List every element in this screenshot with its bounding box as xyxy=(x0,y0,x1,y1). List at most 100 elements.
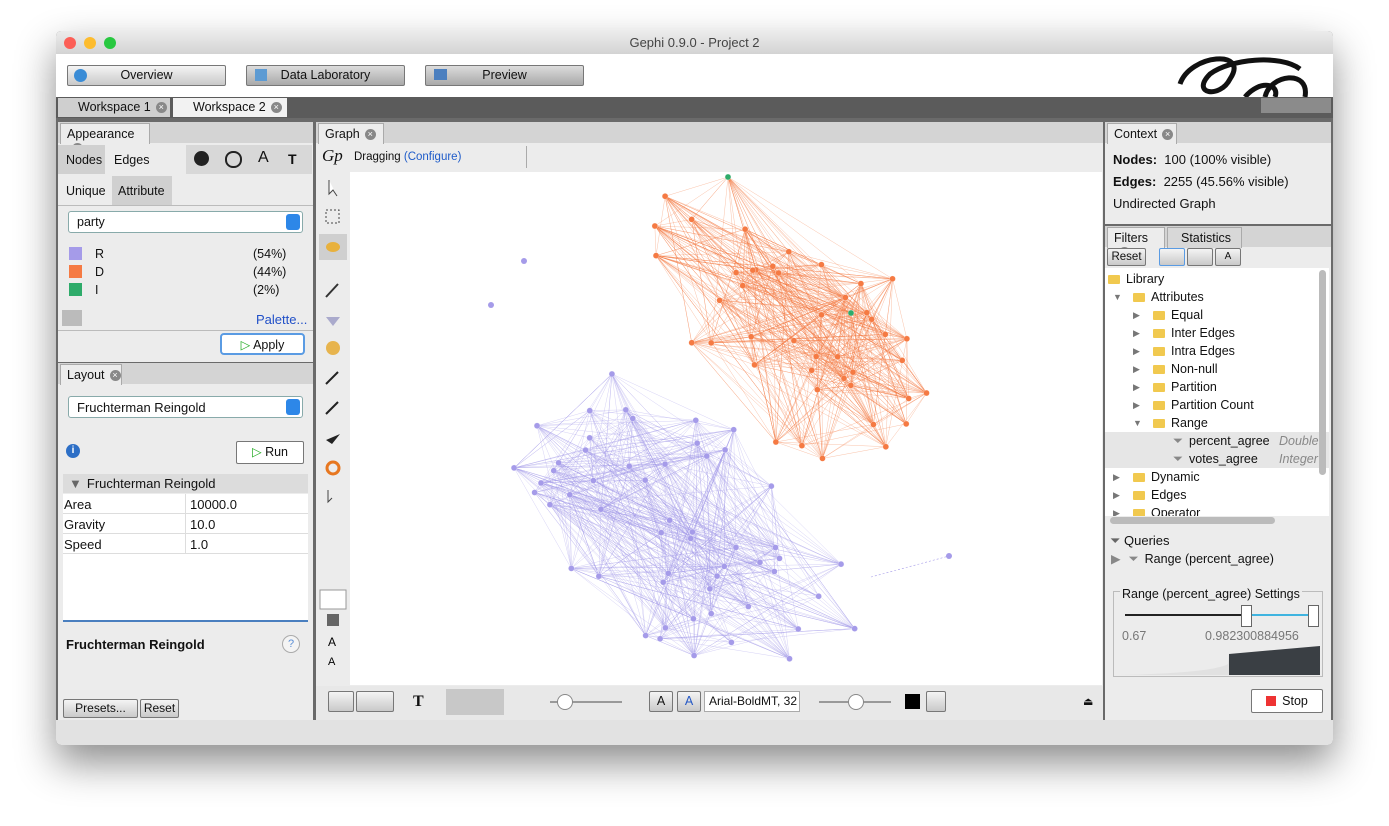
node[interactable] xyxy=(903,420,910,428)
property-value[interactable]: 10.0 xyxy=(185,514,215,534)
workspace-tab[interactable]: Workspace 1 × xyxy=(58,98,170,117)
tree-folder[interactable]: ▶ Partition xyxy=(1133,380,1217,394)
node[interactable] xyxy=(798,442,806,449)
stop-button[interactable]: Stop xyxy=(1251,689,1323,713)
filter-item[interactable]: ⏷ votes_agree Integer xyxy=(1105,450,1329,468)
partition-swatch[interactable] xyxy=(69,247,82,260)
node[interactable] xyxy=(857,280,865,287)
node[interactable] xyxy=(642,632,649,639)
filter-item[interactable]: ⏷ percent_agree Double xyxy=(1105,432,1329,450)
font-field[interactable]: Arial-BoldMT, 32 xyxy=(704,691,800,712)
layout-select[interactable]: Fruchterman Reingold xyxy=(68,396,303,418)
node[interactable] xyxy=(703,452,710,460)
run-button[interactable]: ▷ Run xyxy=(236,441,304,464)
pencil-tool[interactable] xyxy=(325,401,339,415)
scrollbar[interactable] xyxy=(1110,517,1275,524)
node[interactable] xyxy=(741,226,749,233)
node[interactable] xyxy=(694,440,701,447)
node[interactable] xyxy=(661,193,669,200)
label-size-icon[interactable]: T xyxy=(288,151,297,167)
brush-tool[interactable] xyxy=(325,283,339,298)
node[interactable] xyxy=(586,407,593,414)
tree-folder[interactable]: Library xyxy=(1105,270,1329,288)
node[interactable] xyxy=(772,438,780,446)
node[interactable] xyxy=(708,610,715,617)
tree-folder[interactable]: ▼ Range xyxy=(1133,416,1208,430)
palette-link[interactable]: Palette... xyxy=(256,312,308,327)
tree-folder[interactable]: ▼ Attributes xyxy=(1113,290,1204,304)
help-icon[interactable]: ? xyxy=(282,635,300,653)
label-color-icon[interactable]: A xyxy=(258,149,269,166)
node[interactable] xyxy=(808,367,815,374)
node[interactable] xyxy=(785,248,792,255)
color-font-button[interactable]: A xyxy=(677,691,701,712)
zoom-button[interactable] xyxy=(104,37,116,49)
range-thumb[interactable] xyxy=(1308,605,1319,627)
slider-thumb[interactable] xyxy=(848,694,864,710)
node[interactable] xyxy=(837,561,845,568)
node[interactable] xyxy=(786,655,793,662)
tree-folder[interactable]: ▶ Edges xyxy=(1113,488,1187,502)
tree-view-button[interactable] xyxy=(1159,248,1185,266)
clipboard-button[interactable] xyxy=(926,691,946,712)
workspace-tab[interactable]: Workspace 2 × xyxy=(173,98,287,117)
filters-reset[interactable]: Reset xyxy=(1107,248,1146,266)
node[interactable] xyxy=(652,252,660,259)
node[interactable] xyxy=(772,544,779,551)
panel-tab[interactable]: Layout × xyxy=(60,364,122,385)
node[interactable] xyxy=(903,335,910,342)
node[interactable] xyxy=(688,339,695,346)
node[interactable] xyxy=(626,463,633,470)
property-value[interactable]: 10000.0 xyxy=(185,494,237,514)
node[interactable] xyxy=(629,415,636,422)
panel-tab[interactable]: Graph × xyxy=(318,123,384,144)
panel-tab[interactable]: Statistics xyxy=(1167,227,1242,248)
node[interactable] xyxy=(662,624,669,631)
text-button[interactable]: T xyxy=(413,693,424,710)
node[interactable] xyxy=(721,563,728,570)
font-button[interactable]: A xyxy=(649,691,673,712)
minimize-button[interactable] xyxy=(84,37,96,49)
node[interactable] xyxy=(555,459,562,467)
label-button[interactable]: A xyxy=(328,635,336,649)
node[interactable] xyxy=(870,421,877,428)
node[interactable] xyxy=(882,331,889,338)
node[interactable] xyxy=(776,555,783,562)
node[interactable] xyxy=(899,357,906,364)
color-swatch[interactable] xyxy=(905,694,920,709)
attribute-tab[interactable]: Attribute xyxy=(118,184,165,198)
node[interactable] xyxy=(946,553,952,559)
node[interactable] xyxy=(847,382,854,389)
node[interactable] xyxy=(849,369,857,376)
node[interactable] xyxy=(868,316,875,323)
node[interactable] xyxy=(814,386,821,393)
node[interactable] xyxy=(658,529,665,536)
node[interactable] xyxy=(661,461,669,468)
panel-tab[interactable]: Appearance× xyxy=(60,123,150,154)
property-value[interactable]: 1.0 xyxy=(185,534,208,554)
node[interactable] xyxy=(790,337,798,344)
heat-tool[interactable] xyxy=(325,460,341,476)
edit-tool[interactable] xyxy=(325,371,339,385)
node[interactable] xyxy=(706,585,714,592)
slider-thumb[interactable] xyxy=(557,694,573,710)
node[interactable] xyxy=(531,489,538,496)
node[interactable] xyxy=(622,406,629,414)
tree-folder[interactable]: ▶ Dynamic xyxy=(1113,470,1200,484)
partition-swatch[interactable] xyxy=(69,265,82,278)
node[interactable] xyxy=(521,258,527,264)
partition-swatch[interactable] xyxy=(69,283,82,296)
node[interactable] xyxy=(716,297,723,304)
light-button[interactable] xyxy=(328,691,354,712)
node[interactable] xyxy=(771,568,778,575)
node[interactable] xyxy=(739,282,746,289)
data-laboratory-tab[interactable]: Data Laboratory xyxy=(246,65,405,86)
workspace-scroll[interactable] xyxy=(1261,98,1331,113)
node[interactable] xyxy=(660,579,667,586)
node[interactable] xyxy=(769,263,776,270)
node[interactable] xyxy=(851,625,858,632)
node[interactable] xyxy=(815,593,822,600)
rect-select-tool[interactable] xyxy=(325,209,340,224)
node[interactable] xyxy=(566,491,573,498)
node[interactable] xyxy=(768,482,775,490)
